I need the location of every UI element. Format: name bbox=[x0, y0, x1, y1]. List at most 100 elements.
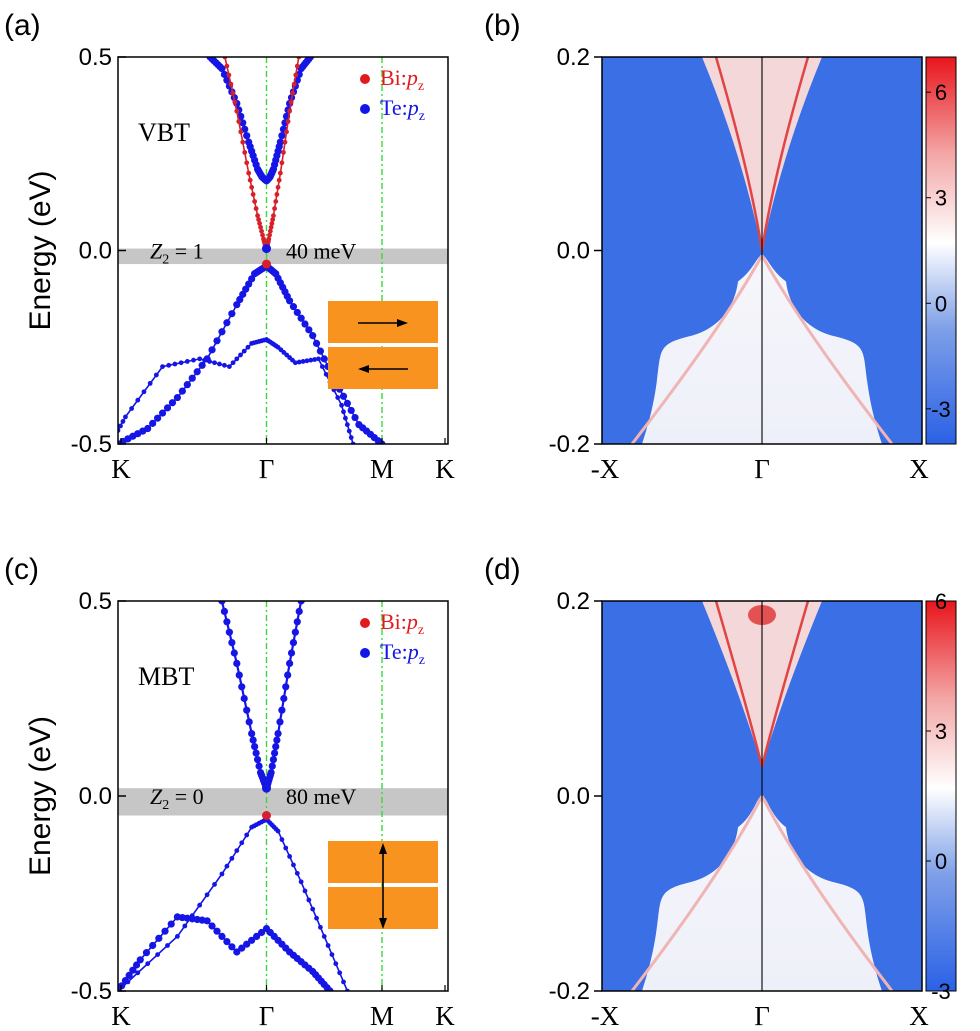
panel-d-xtick-label-0: -X bbox=[591, 1001, 620, 1031]
panel-c-dot-1-42 bbox=[321, 934, 327, 939]
panel-b-colorbar-label-3: -3 bbox=[931, 397, 951, 422]
panel-c-dot-0-44 bbox=[289, 639, 298, 647]
panel-c-dot-2-2 bbox=[121, 977, 130, 985]
panel-a-dot-0-72 bbox=[306, 57, 314, 61]
panel-a-dot-1-37 bbox=[267, 232, 272, 238]
panel-a-z2-value: = 1 bbox=[169, 239, 203, 264]
panel-c-dot-2-26 bbox=[243, 940, 251, 948]
panel-c-dot-0-16 bbox=[253, 756, 262, 764]
panel-c-dot-1-33 bbox=[287, 854, 292, 859]
panel-a-dot-3-63 bbox=[344, 422, 350, 428]
panel-a-band-dots-3 bbox=[118, 337, 356, 444]
panel-c-ytick-label-1: 0.0 bbox=[79, 783, 112, 810]
panel-a-dot-1-20 bbox=[257, 221, 262, 226]
panel-a-dot-2-9 bbox=[158, 409, 167, 417]
panel-a-band-dots-0 bbox=[206, 57, 314, 185]
panel-c-dot-2-48 bbox=[326, 987, 334, 991]
panel-a-dot-2-64 bbox=[347, 406, 355, 415]
panel-a-dot-0-7 bbox=[220, 70, 229, 79]
panel-a-dot-0-14 bbox=[237, 112, 245, 120]
panel-c-vbm-dot bbox=[262, 811, 271, 820]
panel-c-ytick-label-2: -0.5 bbox=[71, 978, 112, 1005]
panel-d-colorbar-label-2: 0 bbox=[935, 849, 947, 874]
panel-c-dot-2-21 bbox=[218, 932, 226, 941]
panel-c-dot-1-34 bbox=[291, 862, 296, 868]
panel-a-dot-3-20 bbox=[207, 359, 212, 364]
panel-c-gap-band bbox=[118, 788, 448, 816]
panel-c-kpoint-label-3: K bbox=[435, 1001, 455, 1031]
panel-a-dot-1-38 bbox=[267, 228, 273, 234]
panel-a-dot-2-65 bbox=[351, 413, 359, 422]
panel-a-dot-1-46 bbox=[275, 184, 281, 190]
panel-c-kpoint-label-2: M bbox=[370, 1001, 394, 1031]
panel-a-dot-1-40 bbox=[269, 221, 275, 226]
panel-a-spin-arrowhead-right bbox=[397, 319, 408, 327]
panel-a-dot-3-49 bbox=[296, 359, 302, 365]
panel-c-dot-2-6 bbox=[136, 956, 144, 964]
panel-c-dot-0-41 bbox=[284, 671, 292, 679]
panel-c-z2-label: Z2 = 0 bbox=[150, 784, 204, 813]
panel-c-dot-0-40 bbox=[282, 683, 290, 691]
panel-a-dot-2-16 bbox=[193, 368, 201, 376]
panel-b-panel-label: (b) bbox=[484, 9, 521, 42]
panel-a-dot-2-52 bbox=[301, 320, 309, 328]
panel-a-dot-2-14 bbox=[183, 381, 191, 389]
panel-a-dot-0-6 bbox=[218, 65, 226, 73]
panel-c-dot-2-18 bbox=[203, 917, 211, 925]
panel-a-legend-element-0: Bi: bbox=[380, 65, 407, 90]
panel-c-dot-2-20 bbox=[213, 927, 221, 935]
panel-a-dot-1-49 bbox=[279, 160, 285, 166]
panel-c-dot-0-15 bbox=[252, 749, 260, 757]
panel-c-dot-0-33 bbox=[270, 749, 279, 757]
panel-c-dot-0-11 bbox=[245, 718, 253, 726]
panel-c-magnetization-inset bbox=[328, 841, 438, 929]
panel-a-dot-3-28 bbox=[241, 348, 247, 354]
panel-c-ylabel: Energy (eV) bbox=[24, 716, 57, 876]
panel-c-dot-1-16 bbox=[239, 840, 245, 846]
panel-a-dot-1-16 bbox=[252, 199, 258, 204]
panel-a-dot-1-22 bbox=[259, 228, 264, 234]
panel-c-dot-1-30 bbox=[275, 828, 281, 834]
panel-a-dot-1-19 bbox=[256, 217, 261, 222]
panel-a-dot-2-8 bbox=[154, 414, 162, 422]
panel-c-dot-0-32 bbox=[269, 756, 278, 764]
panel-c-dot-1-3 bbox=[145, 961, 151, 967]
panel-a-dot-3-4 bbox=[118, 423, 123, 429]
panel-c-dot-2-27 bbox=[248, 936, 256, 944]
panel-c-dot-1-15 bbox=[234, 848, 240, 853]
panel-a-legend-marker-0 bbox=[360, 74, 370, 84]
panel-c-band-line-0 bbox=[220, 601, 303, 792]
panel-a-dot-2-20 bbox=[213, 337, 221, 345]
panel-a-dot-1-6 bbox=[234, 108, 240, 114]
panel-c-dot-0-12 bbox=[248, 730, 256, 738]
panel-a-dot-0-8 bbox=[223, 76, 231, 84]
panel-b-colorbar: 6 3 0 -3 bbox=[925, 56, 957, 445]
panel-c-dot-1-40 bbox=[314, 915, 319, 921]
panel-a-z2-symbol: Z bbox=[150, 239, 163, 264]
panel-b-ytick-label-1: 0.0 bbox=[557, 238, 590, 265]
panel-c-legend-marker-0 bbox=[360, 618, 370, 628]
panel-a-dot-3-7 bbox=[129, 406, 135, 411]
panel-a-dot-1-13 bbox=[247, 177, 253, 183]
panel-a-dot-1-53 bbox=[285, 119, 291, 124]
panel-a-dot-2-63 bbox=[343, 399, 351, 407]
panel-b-surface-state-valence-right bbox=[760, 254, 894, 444]
panel-a-dot-3-48 bbox=[292, 360, 298, 366]
panel-c-dot-2-9 bbox=[155, 934, 163, 942]
panel-a-dot-2-13 bbox=[178, 387, 186, 395]
panel-c-dot-0-8 bbox=[238, 683, 246, 691]
panel-b-colorbar-gradient bbox=[925, 56, 957, 445]
panel-a-dot-1-54 bbox=[287, 108, 292, 114]
panel-c-dot-1-41 bbox=[318, 924, 323, 930]
panel-c-dot-0-14 bbox=[251, 743, 259, 751]
panel-a-dot-3-22 bbox=[217, 361, 222, 367]
panel-a-dot-1-17 bbox=[253, 206, 259, 211]
panel-a-dot-1-14 bbox=[249, 184, 255, 190]
panel-a-dot-2-7 bbox=[149, 419, 157, 427]
panel-a-ytick-label-0: 0.5 bbox=[79, 44, 112, 71]
panel-a-kpoint-label-1: Γ bbox=[259, 454, 275, 484]
panel-d-xtick-label-1: Γ bbox=[754, 1001, 770, 1031]
panel-b-surface-state-right bbox=[760, 57, 810, 251]
